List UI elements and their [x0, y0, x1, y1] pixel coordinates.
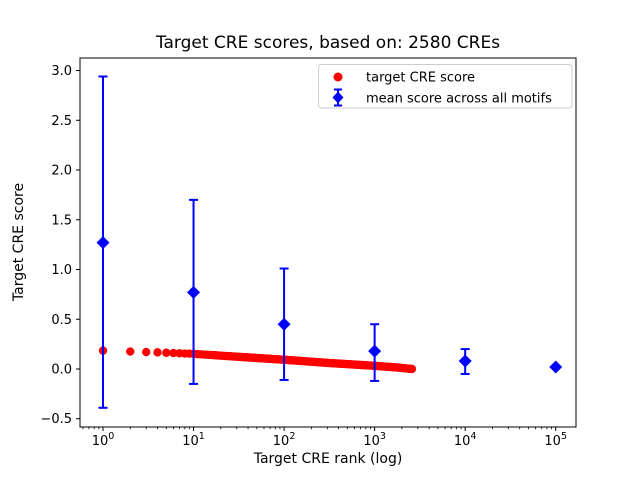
y-tick-label: −0.5 — [40, 412, 72, 427]
y-axis: −0.5 0.0 0.5 1.0 1.5 2.0 2.5 3.0 — [40, 64, 80, 427]
y-tick-label: 2.0 — [51, 164, 72, 179]
x-tick-label: 101 — [182, 431, 205, 449]
series-target-cre-score — [98, 346, 417, 374]
target-score-point — [407, 364, 417, 374]
y-tick-label: 1.0 — [51, 263, 72, 278]
y-tick-label: 1.5 — [51, 213, 72, 228]
legend-marker-diamond-errorbar — [332, 88, 344, 107]
x-axis: 100 101 102 103 104 105 — [82, 427, 567, 449]
target-score-point — [126, 347, 135, 356]
x-tick-label: 100 — [92, 431, 115, 449]
plot-frame — [79, 57, 577, 428]
legend-label-mean-score: mean score across all motifs — [366, 92, 552, 107]
target-score-point — [162, 348, 171, 357]
x-tick-label: 105 — [544, 431, 567, 449]
x-tick-label: 102 — [273, 431, 296, 449]
y-axis-label: Target CRE score — [11, 183, 27, 302]
mean-score-diamond — [277, 317, 291, 331]
legend-label-target-score: target CRE score — [366, 71, 475, 86]
x-axis-label: Target CRE rank (log) — [253, 451, 403, 467]
series-mean-motif-score — [96, 75, 563, 409]
mean-score-diamond — [458, 354, 472, 368]
legend: target CRE score mean score across all m… — [318, 64, 573, 109]
y-tick-label: 0.0 — [51, 362, 72, 377]
legend-marker-circle — [333, 72, 343, 82]
chart-title: Target CRE scores, based on: 2580 CREs — [155, 33, 500, 53]
y-tick-label: 2.5 — [51, 114, 72, 129]
mean-score-diamond — [187, 285, 201, 299]
x-tick-label: 103 — [363, 431, 386, 449]
mean-score-diamond — [549, 360, 563, 374]
target-score-point — [153, 348, 162, 357]
y-tick-label: 0.5 — [51, 313, 72, 328]
y-tick-label: 3.0 — [51, 64, 72, 79]
legend-box — [318, 64, 573, 109]
x-tick-label: 104 — [454, 431, 477, 449]
mean-score-diamond — [368, 344, 382, 358]
target-score-point — [141, 347, 151, 357]
target-score-point — [169, 348, 178, 358]
mean-score-diamond — [96, 236, 110, 250]
